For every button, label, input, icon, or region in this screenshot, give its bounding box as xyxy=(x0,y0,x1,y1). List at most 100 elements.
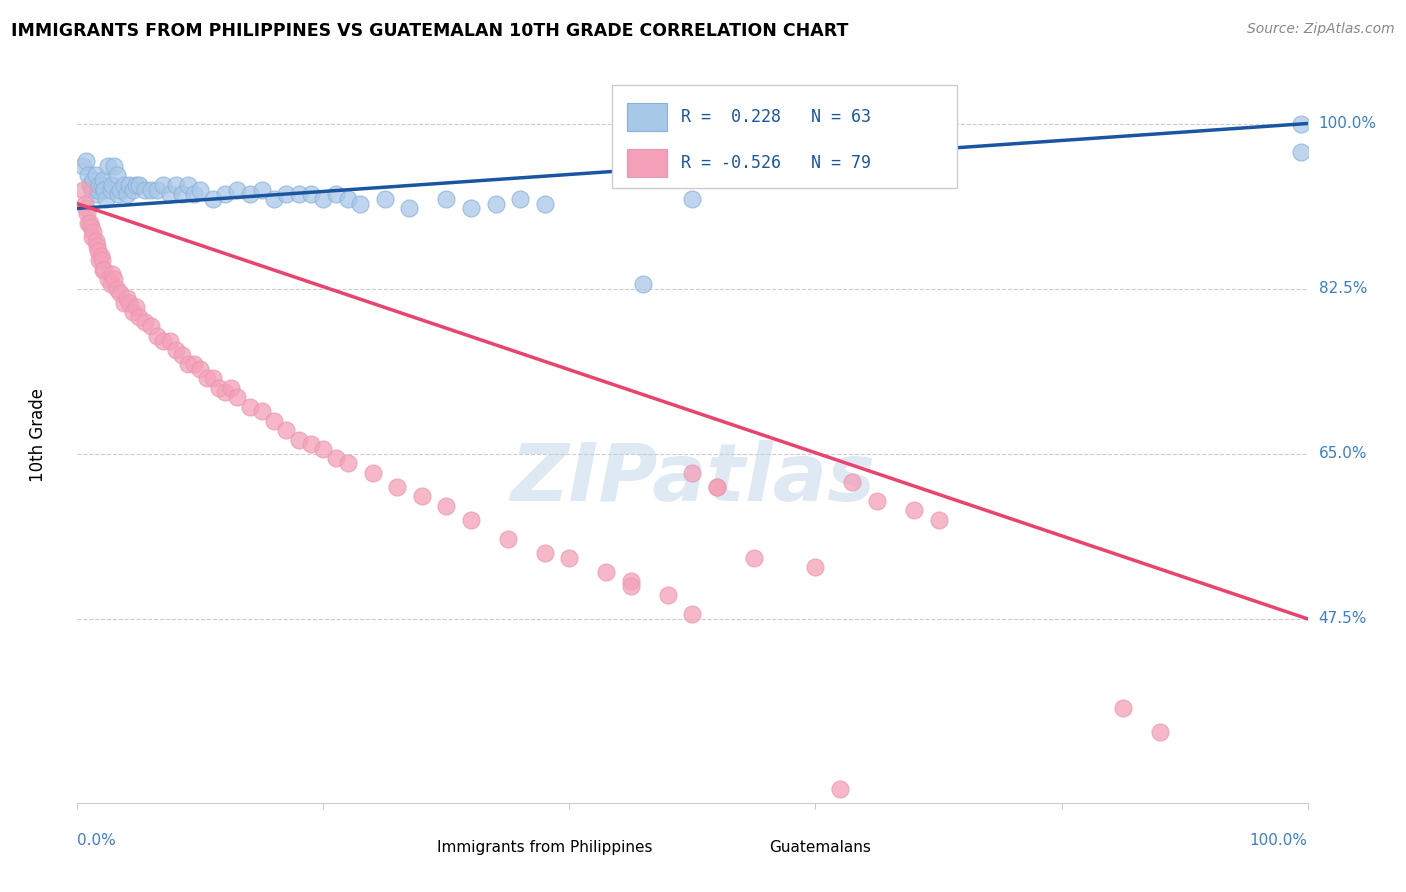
Point xyxy=(141,319,163,334)
Point xyxy=(398,202,420,216)
Bar xyxy=(627,103,666,131)
Point xyxy=(128,310,150,324)
Point xyxy=(841,154,863,169)
Point xyxy=(903,503,925,517)
Point xyxy=(112,178,135,192)
Point xyxy=(620,579,643,593)
Point xyxy=(706,480,728,494)
Point xyxy=(276,423,298,437)
Point xyxy=(219,381,242,395)
Point xyxy=(110,286,132,301)
Point xyxy=(201,192,224,206)
Text: ZIPatlas: ZIPatlas xyxy=(510,440,875,518)
Point xyxy=(121,182,143,196)
Point xyxy=(325,187,347,202)
Point xyxy=(75,154,97,169)
Text: R = -0.526   N = 79: R = -0.526 N = 79 xyxy=(682,153,872,171)
Point xyxy=(411,489,433,503)
Point xyxy=(534,196,557,211)
Point xyxy=(128,178,150,192)
Point xyxy=(103,159,125,173)
Text: 47.5%: 47.5% xyxy=(1319,611,1367,626)
Point xyxy=(201,371,224,385)
Point xyxy=(325,451,347,466)
Text: Source: ZipAtlas.com: Source: ZipAtlas.com xyxy=(1247,22,1395,37)
Point xyxy=(804,560,827,574)
Point xyxy=(97,159,120,173)
Point xyxy=(82,229,104,244)
Point xyxy=(76,206,98,220)
Point xyxy=(125,178,148,192)
Point xyxy=(89,178,111,192)
Point xyxy=(84,169,107,183)
Point xyxy=(77,169,100,183)
Point xyxy=(374,192,396,206)
Point xyxy=(276,187,298,202)
Point xyxy=(337,192,360,206)
Text: 10th Grade: 10th Grade xyxy=(30,388,46,482)
Point xyxy=(509,192,531,206)
Text: Immigrants from Philippines: Immigrants from Philippines xyxy=(437,840,652,855)
Point xyxy=(77,216,100,230)
Point xyxy=(558,550,581,565)
Bar xyxy=(627,149,666,177)
Point xyxy=(100,277,122,291)
Point xyxy=(86,187,108,202)
Point xyxy=(226,390,249,404)
Point xyxy=(152,334,174,348)
Text: 100.0%: 100.0% xyxy=(1250,833,1308,848)
Point xyxy=(706,480,728,494)
Point xyxy=(337,456,360,470)
Point xyxy=(436,499,458,513)
Point xyxy=(250,182,273,196)
Point xyxy=(460,513,482,527)
Point xyxy=(84,235,107,249)
Point xyxy=(82,225,104,239)
Point xyxy=(879,116,901,130)
Point xyxy=(288,433,311,447)
Point xyxy=(830,781,852,796)
Point xyxy=(90,249,112,263)
Point xyxy=(170,348,193,362)
Point xyxy=(112,295,135,310)
Point xyxy=(188,182,212,196)
Point xyxy=(1291,116,1313,130)
Point xyxy=(195,371,218,385)
Point xyxy=(87,244,110,258)
Text: IMMIGRANTS FROM PHILIPPINES VS GUATEMALAN 10TH GRADE CORRELATION CHART: IMMIGRANTS FROM PHILIPPINES VS GUATEMALA… xyxy=(11,22,849,40)
Text: R =  0.228   N = 63: R = 0.228 N = 63 xyxy=(682,108,872,126)
Point xyxy=(239,400,262,414)
Point xyxy=(214,385,236,400)
Point xyxy=(134,182,156,196)
Point xyxy=(107,187,129,202)
Point xyxy=(620,574,643,588)
Point xyxy=(299,187,322,202)
Text: 65.0%: 65.0% xyxy=(1319,446,1367,461)
Point xyxy=(159,187,181,202)
Point xyxy=(110,182,132,196)
Point xyxy=(312,442,335,456)
Point xyxy=(682,466,704,480)
Point xyxy=(159,334,181,348)
Point xyxy=(436,192,458,206)
Point xyxy=(79,178,101,192)
Point xyxy=(385,480,409,494)
Point xyxy=(91,173,114,187)
Point xyxy=(633,277,655,291)
Point xyxy=(841,475,863,489)
Point xyxy=(93,182,115,196)
Point xyxy=(263,414,285,428)
Point xyxy=(1112,701,1135,715)
Point xyxy=(146,328,169,343)
Point xyxy=(208,381,231,395)
Point xyxy=(177,178,200,192)
Point xyxy=(125,301,148,315)
Point xyxy=(226,182,249,196)
Point xyxy=(115,187,138,202)
Point xyxy=(87,182,110,196)
Point xyxy=(657,588,679,602)
Point xyxy=(75,202,97,216)
Point xyxy=(90,178,114,192)
Point xyxy=(90,253,114,268)
Point xyxy=(72,182,94,196)
